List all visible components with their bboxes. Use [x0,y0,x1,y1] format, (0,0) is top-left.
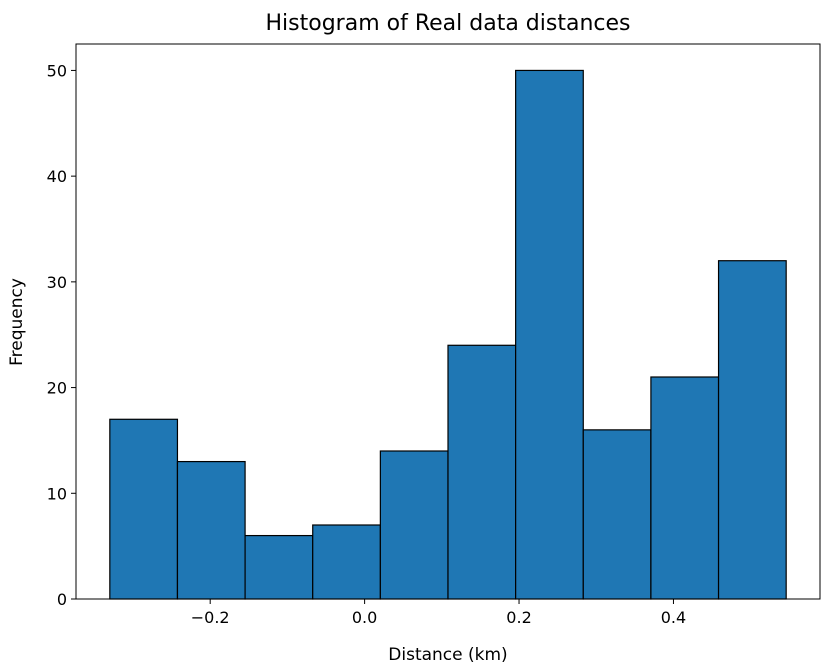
histogram-bar-2 [244,534,314,600]
x-tick-label-0: −0.2 [191,608,230,627]
histogram-bar-0 [109,418,179,600]
x-axis-label: Distance (km) [388,645,507,665]
y-tick-label-3: 30 [47,273,67,292]
y-tick-label-0: 0 [57,590,67,609]
x-tick-label-2: 0.2 [506,608,531,627]
x-axis-ticks: −0.2 0.0 0.2 0.4 [191,599,686,627]
plot-frame [75,43,821,600]
chart-title: Histogram of Real data distances [266,11,631,36]
histogram-bar-4 [379,450,449,600]
histogram-bar-5 [447,344,517,600]
bars-group [109,69,787,600]
y-axis-label: Frequency [7,278,27,366]
x-tick-label-3: 0.4 [661,608,686,627]
histogram-bar-8 [650,376,720,600]
y-tick-label-4: 40 [47,167,67,186]
histogram-bar-3 [312,524,381,600]
y-tick-label-2: 20 [47,379,67,398]
y-tick-label-5: 50 [47,61,67,80]
y-tick-label-1: 10 [47,484,67,503]
y-axis-ticks: 0 10 20 30 40 50 [47,61,76,609]
x-tick-label-1: 0.0 [352,608,377,627]
histogram-bar-7 [582,429,652,600]
histogram-bar-1 [176,460,246,600]
histogram-bar-6 [515,69,584,600]
histogram-bar-9 [717,260,787,600]
